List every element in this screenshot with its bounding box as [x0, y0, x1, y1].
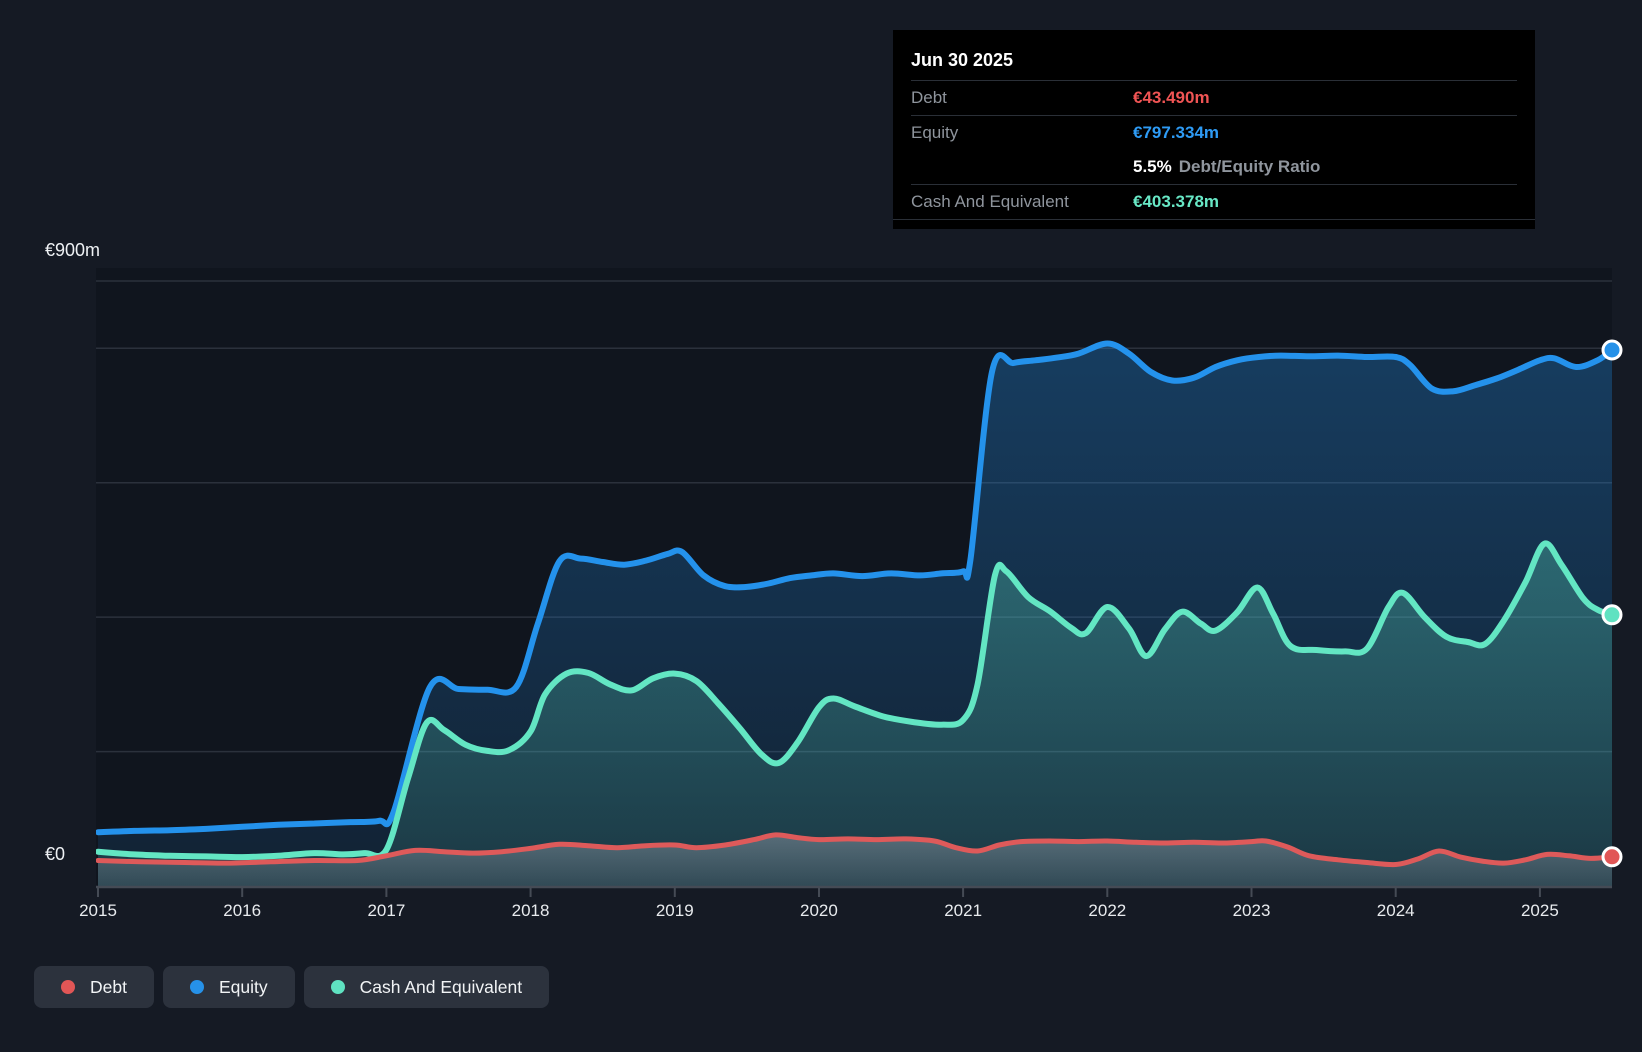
tooltip-ratio-label: Debt/Equity Ratio: [1178, 157, 1321, 176]
x-axis-label-2016: 2016: [223, 901, 262, 920]
tooltip-equity-value: €797.334m: [1133, 123, 1220, 142]
equity-endpoint-marker: [1601, 339, 1623, 361]
x-axis-label-2017: 2017: [367, 901, 406, 920]
chart-legend: Debt Equity Cash And Equivalent: [34, 966, 550, 1008]
tooltip-cash-value: €403.378m: [1133, 192, 1220, 211]
legend-label-cash: Cash And Equivalent: [359, 976, 523, 997]
cash-area[interactable]: [98, 543, 1612, 886]
tooltip-debt-label: Debt: [911, 88, 947, 107]
x-axis-label-2018: 2018: [511, 901, 550, 920]
x-axis-label-2022: 2022: [1088, 901, 1127, 920]
tooltip-date-title: Jun 30 2025: [911, 49, 1014, 70]
chart-tooltip: Jun 30 2025 Debt €43.490m Equity €797.33…: [893, 30, 1535, 229]
tooltip-row-debt: Debt €43.490m: [911, 80, 1517, 115]
equity-legend-dot-icon: [189, 980, 204, 994]
y-axis-zero-label: €0: [45, 844, 66, 864]
legend-chip-cash[interactable]: Cash And Equivalent: [303, 966, 550, 1008]
tooltip-row-ratio: 5.5% Debt/Equity Ratio: [911, 150, 1517, 184]
tooltip-row-cash: Cash And Equivalent €403.378m: [911, 184, 1517, 219]
debt-endpoint-marker: [1601, 846, 1623, 868]
cash-endpoint-marker: [1601, 604, 1623, 626]
tooltip-cash-label: Cash And Equivalent: [911, 192, 1069, 211]
x-axis-label-2023: 2023: [1232, 901, 1271, 920]
debt-area[interactable]: [98, 834, 1612, 886]
x-axis-label-2019: 2019: [655, 901, 694, 920]
legend-label-equity: Equity: [218, 976, 268, 997]
debt-line[interactable]: [96, 832, 1612, 868]
cash-legend-dot-icon: [330, 980, 345, 994]
y-axis-max-label: €900m: [45, 240, 101, 260]
x-axis-label-2020: 2020: [800, 901, 838, 920]
tooltip-ratio-value: 5.5%: [1133, 157, 1172, 176]
legend-chip-debt[interactable]: Debt: [34, 966, 154, 1008]
x-axis-label-2024: 2024: [1376, 901, 1415, 920]
x-axis-label-2021: 2021: [944, 901, 983, 920]
tooltip-equity-label: Equity: [911, 123, 959, 142]
equity-line[interactable]: [96, 340, 1612, 836]
tooltip-debt-value: €43.490m: [1133, 88, 1210, 107]
legend-chip-equity[interactable]: Equity: [162, 966, 295, 1008]
cash-line[interactable]: [96, 540, 1612, 861]
tooltip-row-equity: Equity €797.334m: [911, 115, 1517, 150]
x-axis-ticks: [97, 888, 1541, 897]
tooltip-bottom-divider: [893, 219, 1535, 229]
x-axis-label-2015: 2015: [79, 901, 117, 920]
legend-label-debt: Debt: [90, 976, 127, 997]
debt-legend-dot-icon: [61, 980, 75, 994]
x-axis-label-2025: 2025: [1520, 901, 1559, 920]
